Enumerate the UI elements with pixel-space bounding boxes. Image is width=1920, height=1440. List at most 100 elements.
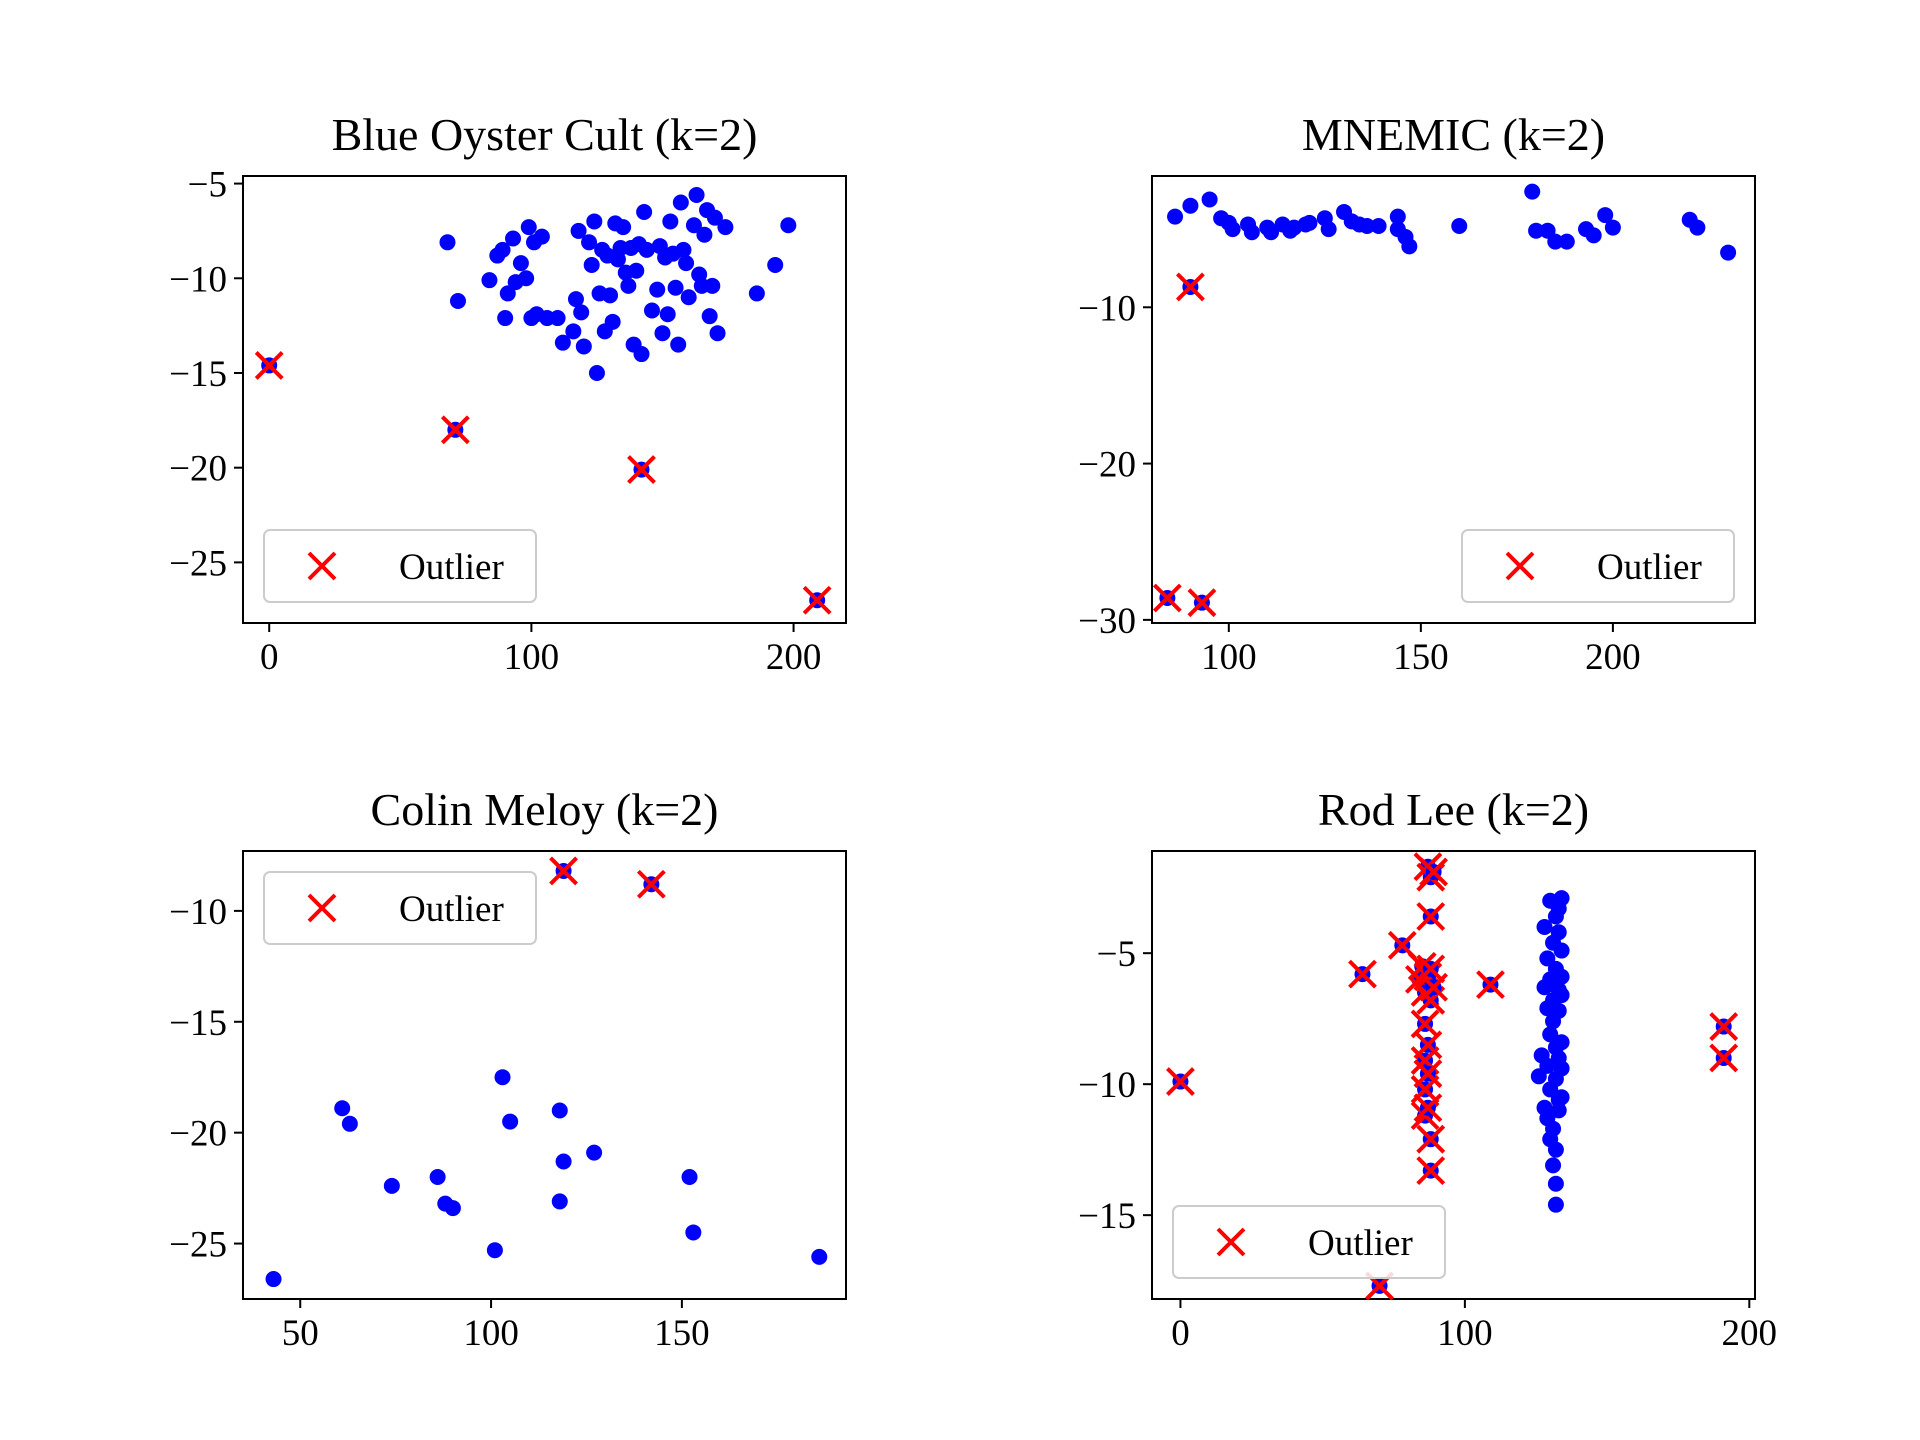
y-tick-label: −25 [169,1225,227,1266]
inlier-point [581,234,598,251]
inlier-point [628,262,645,279]
inlier-point [649,281,666,298]
outlier-marker-stroke [1709,1012,1739,1041]
y-tick-label: −25 [169,543,227,584]
inlier-point [1597,207,1614,224]
inlier-point [494,241,511,258]
inlier-point [811,1248,828,1265]
x-tick-label: 0 [1171,1313,1190,1354]
inlier-point [518,270,535,287]
inlier-point [444,1200,461,1217]
y-tick-label: −30 [1078,601,1136,642]
inlier-point [1553,1034,1570,1051]
inlier-point [1359,218,1376,235]
inlier-point [1604,219,1621,236]
legend-marker [307,893,337,923]
legend-marker [1505,551,1535,581]
inlier-point [678,255,695,272]
outlier-marker [1416,1156,1446,1186]
outlier-marker-stroke [1387,930,1417,960]
outlier-marker-stroke [1166,1067,1195,1096]
inlier-point [620,277,637,294]
inlier-point [633,346,650,363]
inlier-point [1370,218,1387,235]
inlier-point [1182,197,1199,214]
subplot-colin-meloy: Colin Meloy (k=2) 50 100 150 −10 −15 −20 −25 Ou… [169,784,847,1354]
subplot-blue-oyster-cult: Blue Oyster Cult (k=2) 0 100 200 −5 −10 −15 −2… [169,109,847,678]
outlier-marker [1416,902,1446,931]
inlier-point [672,194,689,211]
inlier-point [675,241,692,258]
inlier-point [1547,233,1564,250]
inlier-point [505,230,522,247]
x-tick-label: 200 [766,637,822,678]
inlier-point [494,1069,511,1086]
outlier-marker [1413,1059,1443,1089]
subplot-title: Colin Meloy (k=2) [371,784,719,835]
inlier-point [1689,219,1706,236]
legend-box [1172,1205,1446,1279]
legend: Outlier [263,871,537,945]
outlier-marker [1152,583,1182,613]
inlier-point [604,313,621,330]
outlier-marker-stroke [802,585,832,615]
inlier-point [586,1144,603,1161]
inlier-point [1550,1002,1567,1019]
inlier-point [481,272,498,289]
inlier-point [1547,1196,1564,1213]
inlier-point [696,226,713,243]
inlier-point [685,1224,702,1241]
inlier-point [549,310,566,327]
outlier-marker-stroke [1413,1093,1443,1123]
inlier-point [1539,1057,1556,1074]
y-tick-label: −5 [1097,934,1136,975]
y-tick-label: −20 [169,449,227,490]
outlier-marker [1413,1093,1443,1123]
inlier-point [429,1169,446,1186]
inlier-point [565,323,582,340]
outlier-marker-stroke [254,350,284,380]
inlier-point [1167,208,1184,225]
inlier-point [1263,224,1280,241]
inlier-point [709,325,726,342]
inlier-point [615,219,632,236]
inlier-point [780,217,797,234]
outlier-marker [549,856,578,886]
inlier-point [1550,1102,1567,1119]
inlier-point [551,1102,568,1119]
inlier-point [1553,942,1570,959]
subplot-title: Blue Oyster Cult (k=2) [332,109,758,160]
outlier-marker-stroke [1187,588,1217,618]
legend-box [1461,529,1735,603]
inlier-point [512,255,529,272]
outlier-marker [802,585,832,615]
inlier-point [670,336,687,353]
outlier-marker [254,350,284,380]
inlier-point [573,304,590,321]
outlier-marker [1419,972,1449,1002]
outlier-marker-stroke [1709,1043,1739,1073]
inlier-point [602,287,619,304]
inlier-point [1550,924,1567,941]
outlier-marker [440,415,470,445]
legend-box [263,871,537,945]
inlier-point [1553,987,1570,1004]
x-tick-label: 100 [504,637,560,678]
inlier-point [1545,1120,1562,1137]
inlier-point [636,203,653,220]
inlier-point [497,310,514,327]
outlier-marker-stroke [549,856,578,886]
inlier-point [767,257,784,274]
outlier-marker-stroke [1416,1156,1446,1186]
inlier-point [449,293,466,310]
y-tick-label: −20 [169,1114,227,1155]
outlier-marker-stroke [1416,1124,1446,1154]
inlier-point [1720,244,1737,261]
y-tick-label: −5 [188,165,227,206]
inlier-point [701,308,718,325]
inlier-point [1389,208,1406,225]
inlier-point [1553,890,1570,907]
outlier-marker [627,455,656,484]
inlier-point [1301,214,1318,231]
